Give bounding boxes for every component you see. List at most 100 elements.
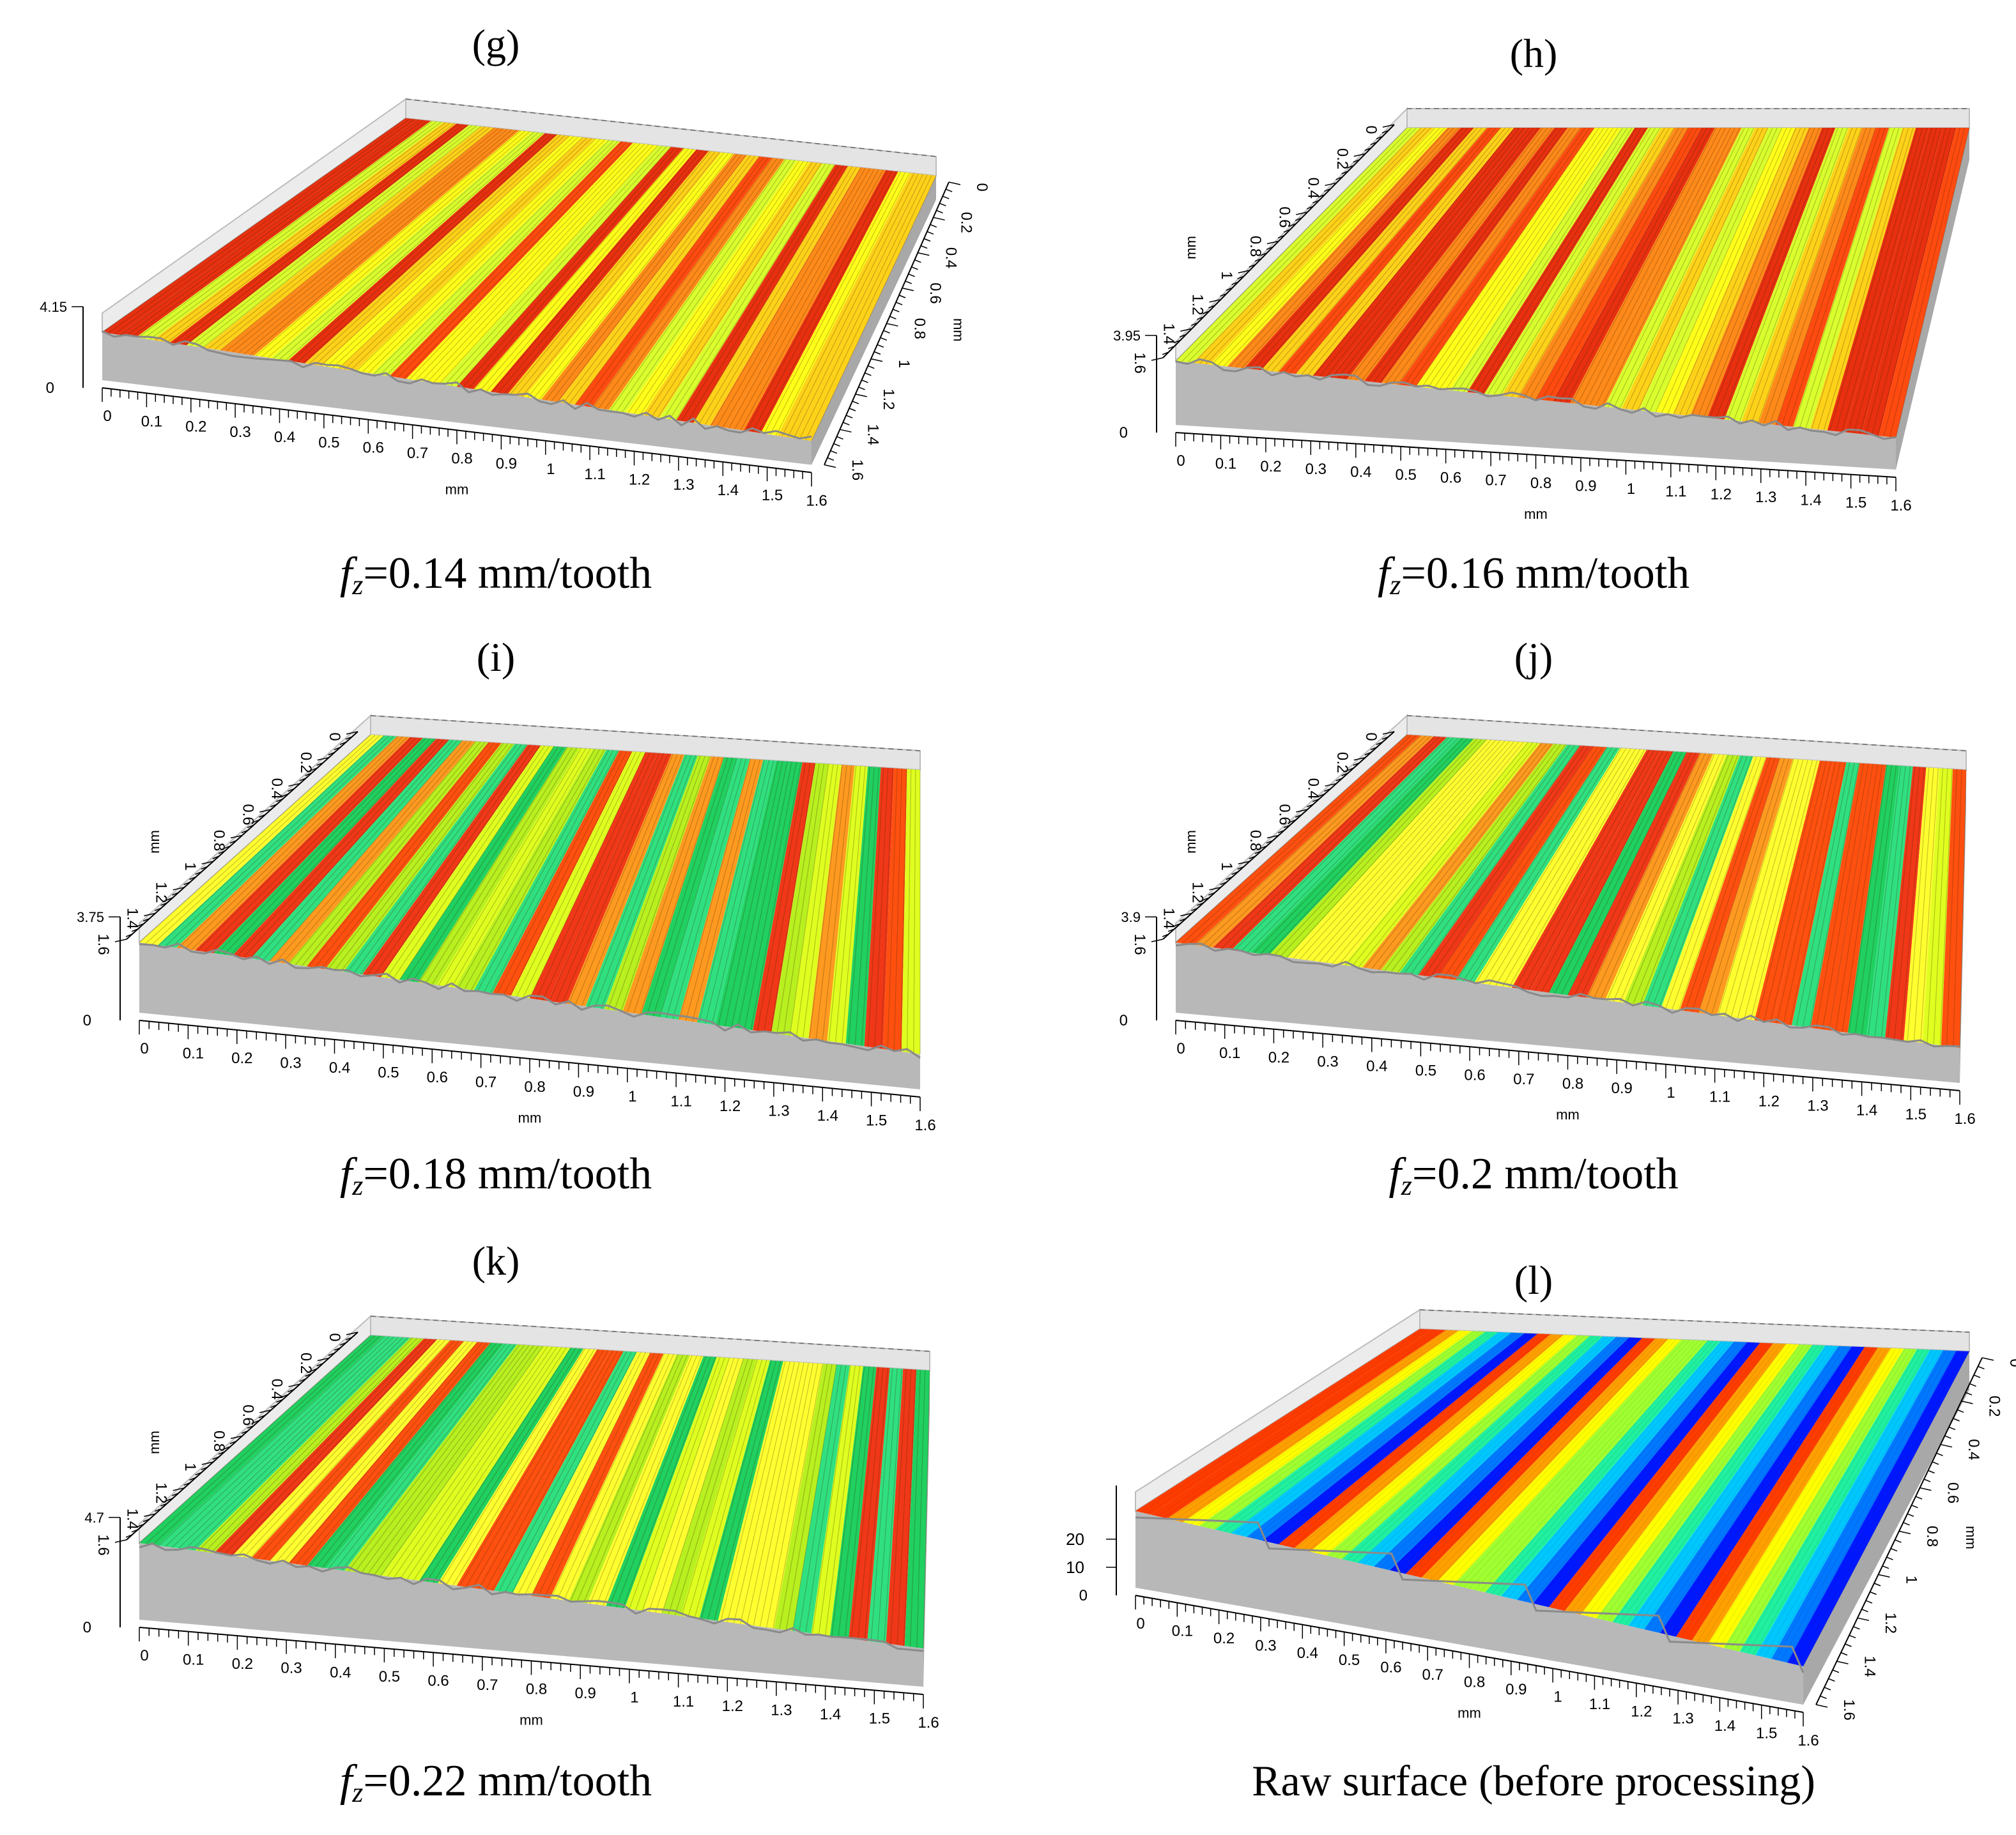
texture-line — [1859, 127, 1942, 434]
texture-line — [1208, 735, 1431, 948]
texture-line — [1293, 739, 1491, 959]
texture-line — [263, 740, 458, 961]
surface-strip — [699, 1360, 783, 1621]
surface-strip — [1776, 128, 1889, 427]
texture-line — [458, 749, 596, 988]
y-tick-label: 0.8 — [911, 318, 928, 339]
y-axis-unit: mm — [951, 318, 967, 342]
y-tick — [1209, 299, 1221, 303]
surface-strip — [1676, 1347, 1878, 1641]
texture-line — [1571, 127, 1717, 404]
y-tick-label: 0.6 — [239, 1404, 256, 1425]
surface-strip — [381, 1346, 557, 1578]
texture-line — [400, 1346, 558, 1579]
surface-strip — [1604, 754, 1727, 1003]
surface-strip — [1586, 753, 1714, 1001]
surface-strip — [1810, 128, 1916, 431]
texture-line — [338, 137, 583, 369]
texture-line — [751, 171, 893, 433]
texture-line — [238, 128, 508, 354]
surface-strip — [1530, 750, 1674, 993]
y-tick — [125, 1534, 133, 1538]
panel-label: (h) — [1510, 31, 1558, 76]
texture-line — [1823, 127, 1914, 431]
texture-line — [1409, 127, 1590, 387]
y-tick — [1903, 1522, 1910, 1526]
texture-line — [569, 155, 755, 404]
texture-line — [1253, 127, 1468, 370]
texture-line — [1224, 1332, 1494, 1532]
surface-strip — [195, 1337, 424, 1553]
texture-line — [1652, 756, 1748, 1007]
texture-line — [1789, 762, 1845, 1025]
y-tick — [1318, 194, 1325, 198]
texture-line — [309, 134, 561, 365]
x-tick-label: 1.1 — [670, 1093, 691, 1110]
y-tick — [883, 330, 890, 334]
x-tick-label: 1.6 — [914, 1117, 935, 1134]
y-tick — [1197, 902, 1204, 906]
texture-line — [204, 737, 417, 953]
texture-line — [1259, 127, 1474, 371]
texture-line — [503, 751, 627, 995]
surface-strip — [135, 121, 444, 341]
texture-line — [1793, 127, 1890, 427]
texture-line — [139, 734, 371, 943]
x-tick-label: 1.4 — [820, 1706, 841, 1723]
texture-line — [716, 167, 866, 427]
texture-line — [570, 1355, 679, 1602]
y-axis-unit: mm — [1183, 236, 1199, 259]
base-side — [1960, 770, 1966, 1083]
texture-line — [568, 754, 673, 1004]
surface-strip — [306, 742, 502, 969]
caption-subscript: z — [1389, 569, 1401, 601]
surface-strip — [1644, 1346, 1852, 1633]
texture-line — [1515, 749, 1650, 988]
surface-strip — [507, 151, 721, 397]
surface-strip — [1735, 760, 1820, 1020]
y-tick — [259, 809, 272, 813]
x-tick-label: 1.1 — [673, 1693, 694, 1710]
y-axis-unit: mm — [146, 1431, 162, 1454]
surface-strip — [1288, 739, 1500, 960]
texture-line — [877, 1368, 898, 1643]
texture-line — [1482, 748, 1627, 984]
texture-line — [1369, 1336, 1613, 1566]
y-tick — [230, 1435, 243, 1440]
y-tick — [282, 1394, 289, 1398]
texture-line — [1433, 127, 1609, 389]
texture-line — [1589, 127, 1731, 406]
texture-line — [208, 127, 486, 349]
y-tick — [224, 845, 231, 849]
y-tick — [1203, 311, 1210, 314]
texture-line — [1554, 751, 1678, 994]
y-tick — [230, 834, 243, 839]
panel-j: (j) 0 0.1 0.2 0.3 0.4 0.5 0.6 0.7 0.8 0.9 1 1.1 1.2 1.… — [1120, 634, 1976, 1201]
surface-strip — [676, 164, 848, 423]
texture-line — [1435, 1339, 1668, 1581]
texture-line — [273, 132, 534, 359]
z-height-label: 3.9 — [1121, 909, 1141, 925]
panel-g: (g) 0 0.1 0.2 0.3 0.4 0.5 0.6 0.7 0.8 0.9 1 1.1 1.2 1.… — [40, 21, 990, 601]
x-tick-label: 0.5 — [379, 1668, 400, 1685]
surface-strip — [1866, 765, 1913, 1038]
front-profile — [102, 330, 812, 440]
x-tick-label: 0.6 — [1440, 469, 1461, 486]
x-tick-label: 0.8 — [451, 450, 472, 467]
x-tick-label: 0.5 — [378, 1064, 399, 1082]
y-tick — [1853, 1626, 1860, 1630]
texture-line — [360, 744, 527, 974]
y-tick-label: 1.2 — [153, 882, 170, 903]
y-tick — [201, 861, 213, 864]
base-front — [139, 1543, 923, 1687]
texture-line — [523, 751, 642, 998]
texture-line — [527, 152, 725, 398]
y-tick — [1295, 814, 1302, 818]
texture-line — [1708, 1347, 1892, 1645]
surface-strip — [1295, 128, 1514, 376]
texture-line — [1157, 1329, 1439, 1517]
texture-line — [427, 144, 649, 383]
x-tick-label: 0.1 — [1172, 1622, 1193, 1639]
y-tick — [1162, 933, 1169, 937]
texture-line — [1678, 757, 1767, 1011]
